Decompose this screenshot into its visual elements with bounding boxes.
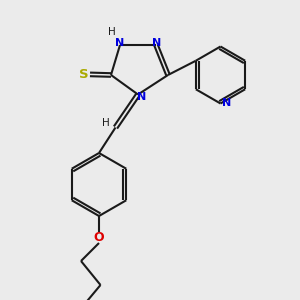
Text: O: O bbox=[94, 231, 104, 244]
Text: H: H bbox=[102, 118, 110, 128]
Text: N: N bbox=[116, 38, 124, 48]
Text: N: N bbox=[137, 92, 146, 103]
Text: S: S bbox=[79, 68, 89, 81]
Text: H: H bbox=[108, 27, 116, 38]
Text: N: N bbox=[152, 38, 161, 48]
Text: N: N bbox=[222, 98, 231, 109]
